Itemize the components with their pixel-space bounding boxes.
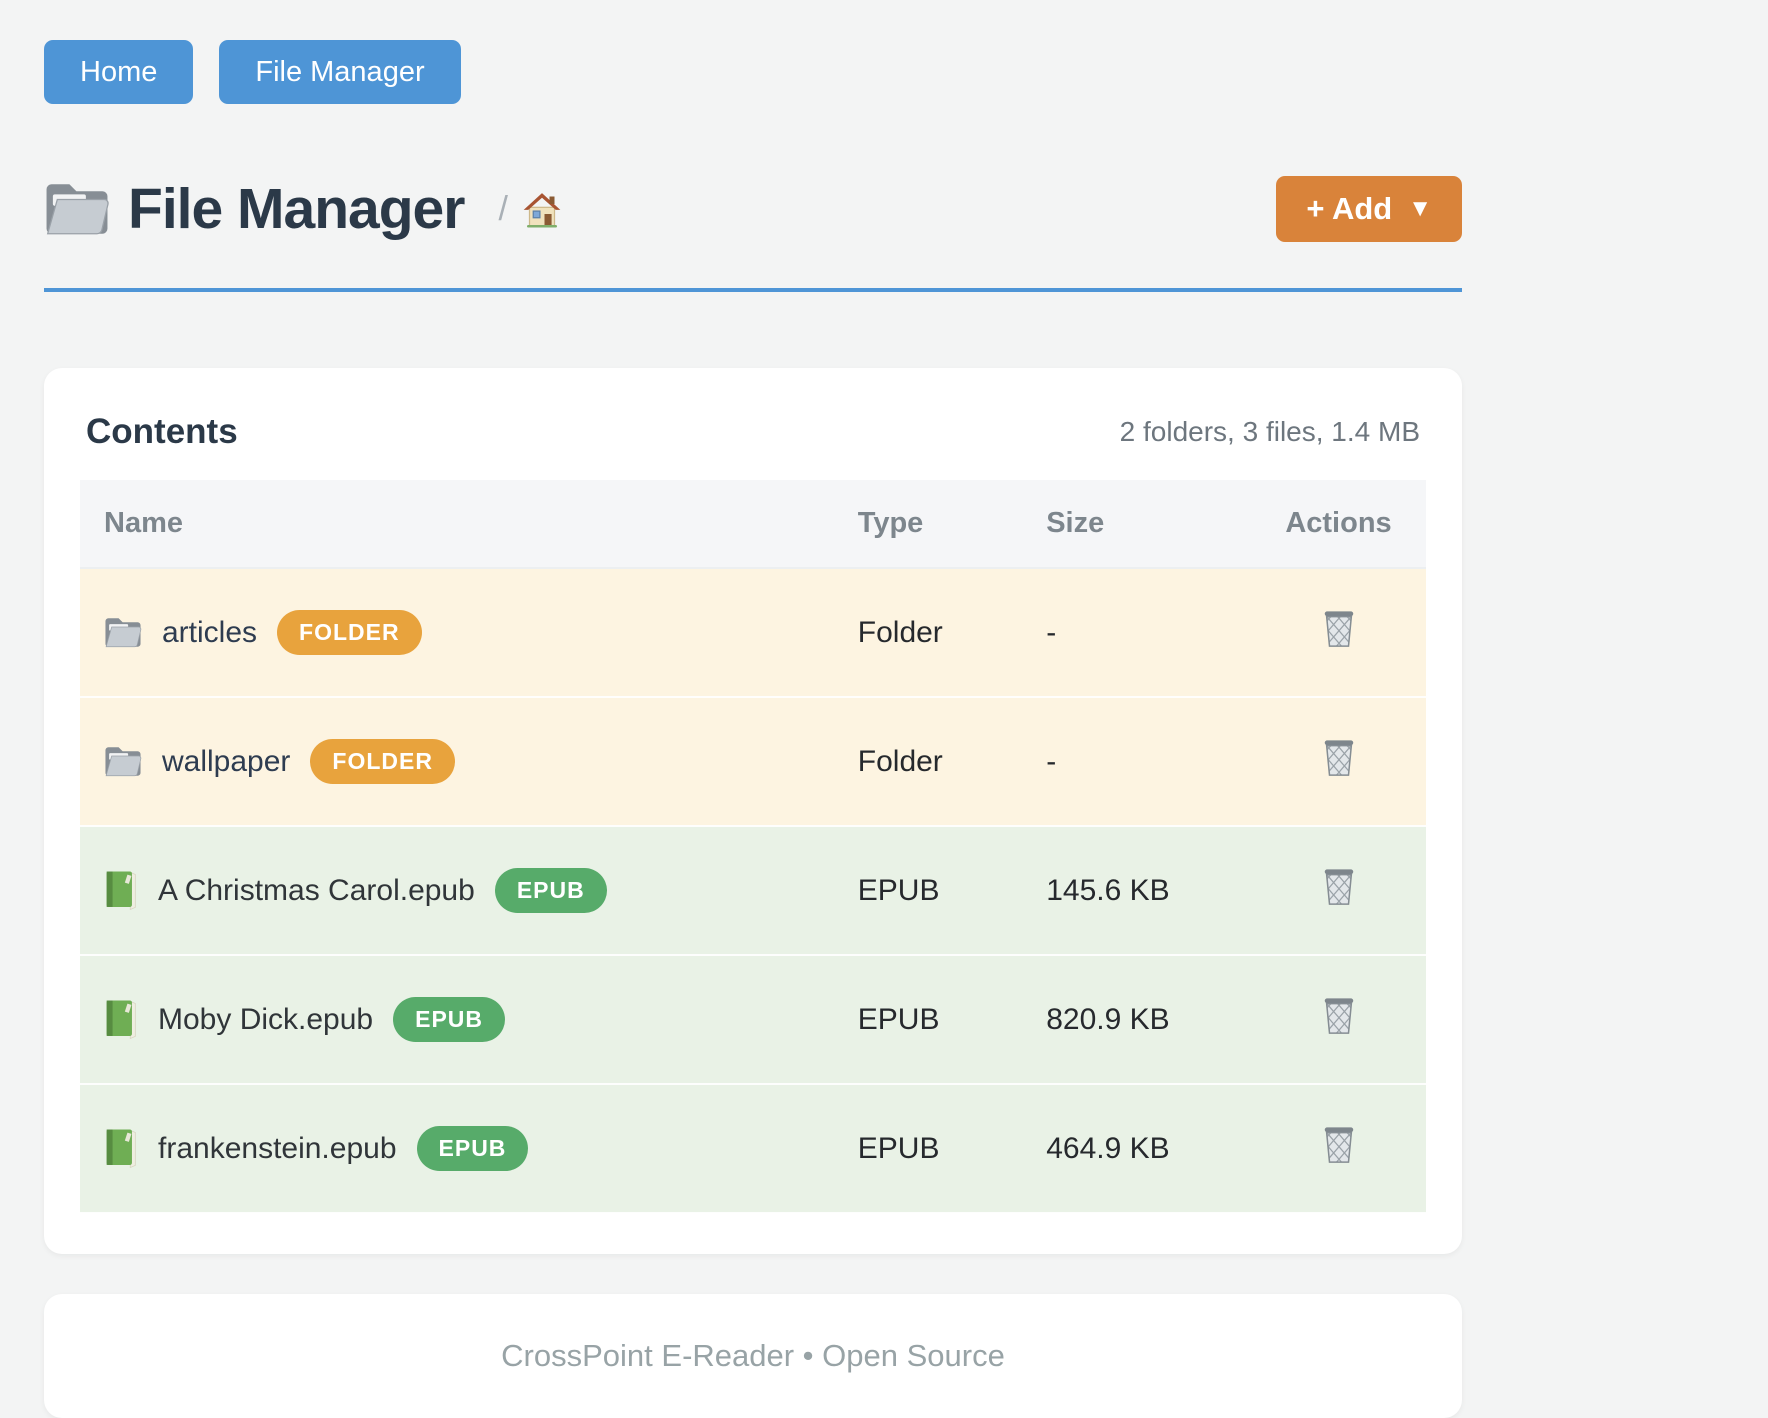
breadcrumb: / <box>498 189 561 229</box>
epub-badge: EPUB <box>494 868 607 913</box>
trash-icon <box>1320 864 1358 909</box>
file-manager-button[interactable]: File Manager <box>219 40 461 104</box>
page-header: File Manager / + Add ▼ <box>44 176 1462 292</box>
delete-button[interactable] <box>1320 606 1358 651</box>
home-button[interactable]: Home <box>44 40 194 104</box>
folder-icon <box>104 745 142 778</box>
column-header-actions: Actions <box>1251 480 1426 569</box>
trash-icon <box>1320 1122 1358 1167</box>
book-icon <box>104 1127 138 1170</box>
cell-size: - <box>1022 697 1252 827</box>
folder-icon <box>104 616 142 649</box>
add-button-label: + Add <box>1306 191 1393 226</box>
page-title: File Manager <box>128 177 465 241</box>
cell-type: Folder <box>833 697 1023 827</box>
file-table: Name Type Size Actions articles FOLDER F… <box>80 480 1426 1214</box>
contents-summary: 2 folders, 3 files, 1.4 MB <box>1119 416 1420 447</box>
cell-size: 820.9 KB <box>1022 955 1252 1085</box>
cell-type: EPUB <box>833 955 1023 1085</box>
folder-icon <box>44 180 110 238</box>
cell-size: 145.6 KB <box>1022 826 1252 956</box>
cell-size: 464.9 KB <box>1022 1084 1252 1214</box>
footer-card: CrossPoint E-Reader • Open Source <box>44 1294 1462 1418</box>
epub-badge: EPUB <box>393 997 506 1042</box>
column-header-name: Name <box>80 480 834 569</box>
book-icon <box>104 998 138 1041</box>
column-header-type: Type <box>833 480 1023 569</box>
folder-badge: FOLDER <box>310 739 455 784</box>
table-row: A Christmas Carol.epub EPUB EPUB 145.6 K… <box>80 826 1426 956</box>
title-group: File Manager / <box>44 176 562 242</box>
contents-card: Contents 2 folders, 3 files, 1.4 MB Name… <box>44 368 1462 1254</box>
column-header-size: Size <box>1022 480 1252 569</box>
trash-icon <box>1320 606 1358 651</box>
add-button[interactable]: + Add ▼ <box>1276 176 1462 242</box>
cell-size: - <box>1022 568 1252 698</box>
epub-badge: EPUB <box>416 1126 529 1171</box>
delete-button[interactable] <box>1320 735 1358 780</box>
delete-button[interactable] <box>1320 993 1358 1038</box>
page-container: Home File Manager File Manager / + Add ▼… <box>44 0 1462 1418</box>
table-row: Moby Dick.epub EPUB EPUB 820.9 KB <box>80 955 1426 1085</box>
item-name-link[interactable]: frankenstein.epub <box>158 1131 397 1165</box>
breadcrumb-separator: / <box>498 189 508 228</box>
contents-header: Contents 2 folders, 3 files, 1.4 MB <box>80 412 1426 452</box>
trash-icon <box>1320 993 1358 1038</box>
trash-icon <box>1320 735 1358 780</box>
table-row: frankenstein.epub EPUB EPUB 464.9 KB <box>80 1084 1426 1214</box>
item-name-link[interactable]: Moby Dick.epub <box>158 1002 374 1036</box>
house-icon[interactable] <box>522 189 562 229</box>
book-icon <box>104 869 138 912</box>
footer-text: CrossPoint E-Reader • Open Source <box>501 1338 1005 1373</box>
delete-button[interactable] <box>1320 864 1358 909</box>
table-row: wallpaper FOLDER Folder - <box>80 697 1426 827</box>
table-header-row: Name Type Size Actions <box>80 480 1426 569</box>
chevron-down-icon: ▼ <box>1408 195 1432 222</box>
delete-button[interactable] <box>1320 1122 1358 1167</box>
cell-type: Folder <box>833 568 1023 698</box>
top-nav: Home File Manager <box>44 40 1462 104</box>
item-name-link[interactable]: A Christmas Carol.epub <box>158 873 475 907</box>
cell-type: EPUB <box>833 826 1023 956</box>
folder-badge: FOLDER <box>277 610 422 655</box>
cell-type: EPUB <box>833 1084 1023 1214</box>
table-row: articles FOLDER Folder - <box>80 568 1426 698</box>
item-name-link[interactable]: wallpaper <box>162 744 291 778</box>
item-name-link[interactable]: articles <box>162 615 258 649</box>
contents-heading: Contents <box>86 412 238 451</box>
